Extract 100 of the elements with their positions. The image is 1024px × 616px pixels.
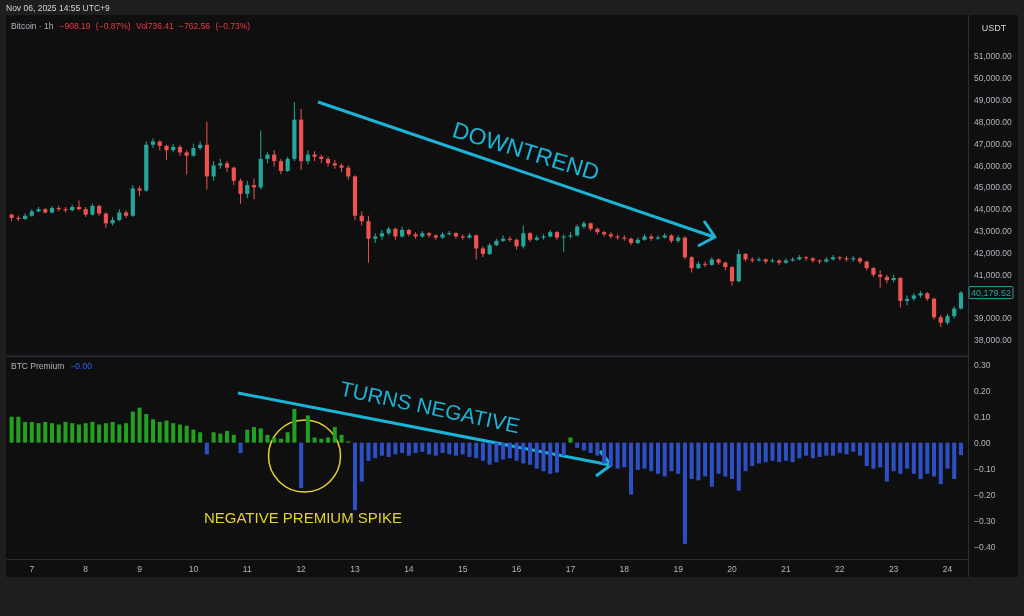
bar — [750, 442, 755, 467]
bar — [709, 442, 714, 487]
y-axis-title: USDT — [981, 23, 1007, 33]
y-tick-label: 0.30 — [974, 359, 991, 370]
x-tick-label: 21 — [781, 563, 791, 574]
bar — [373, 442, 378, 459]
bar — [790, 442, 795, 463]
bar — [285, 432, 290, 443]
bar — [184, 425, 189, 443]
bar — [629, 442, 634, 495]
bar — [581, 442, 586, 451]
candlestick — [817, 258, 822, 265]
bar — [225, 430, 230, 443]
bar — [379, 442, 384, 456]
y-tick-label: 50,000.00 — [974, 73, 1013, 84]
x-tick-label: 9 — [137, 563, 143, 574]
bar — [871, 442, 876, 469]
annotation: NEGATIVE PREMIUM SPIKE — [203, 508, 403, 526]
candlestick — [231, 166, 236, 186]
text: BTC Premium — [11, 361, 65, 371]
bar — [669, 442, 674, 472]
bar — [831, 442, 836, 456]
bar — [682, 442, 687, 544]
candlestick — [123, 209, 129, 219]
bar — [265, 434, 270, 443]
bar — [164, 420, 169, 443]
bar — [534, 442, 539, 469]
y-tick-label: 0.20 — [974, 385, 991, 396]
bar — [312, 437, 317, 443]
bar — [43, 421, 48, 443]
text: Bitcoin · 1h — [11, 21, 54, 31]
bar — [783, 442, 788, 461]
bar — [514, 442, 519, 461]
bar — [797, 442, 802, 459]
bar — [278, 438, 283, 443]
bar — [460, 442, 465, 455]
bar — [817, 442, 822, 457]
bar — [676, 442, 681, 474]
x-tick-label: 22 — [835, 563, 845, 574]
y-tick-label: 48,000.00 — [974, 116, 1013, 127]
bar — [730, 442, 735, 480]
x-tick-label: 12 — [296, 563, 307, 574]
y-tick-label: 51,000.00 — [974, 51, 1013, 62]
bar — [204, 442, 209, 455]
annotation: TURNS NEGATIVE — [338, 376, 522, 438]
bar — [696, 442, 701, 481]
x-tick-label: 16 — [511, 563, 522, 574]
bar — [844, 442, 849, 455]
bar — [332, 427, 337, 443]
bar — [952, 442, 957, 480]
x-tick-label: 23 — [888, 563, 899, 574]
bar — [857, 442, 862, 456]
x-tick-label: 13 — [350, 563, 360, 574]
bar — [16, 416, 21, 443]
candlestick — [756, 256, 762, 263]
bar — [177, 424, 182, 443]
bar — [575, 442, 580, 448]
bar — [191, 429, 196, 443]
bar — [561, 442, 566, 456]
bar — [608, 442, 613, 467]
bar — [703, 442, 708, 477]
bar — [918, 442, 923, 480]
candlestick — [958, 290, 964, 311]
bar — [400, 442, 405, 454]
bar — [36, 423, 41, 443]
bar — [440, 442, 445, 454]
bar — [258, 428, 263, 443]
candlestick — [561, 233, 566, 253]
x-tick-label: 8 — [83, 563, 89, 574]
candlestick — [366, 215, 371, 264]
y-tick-label: 49,000.00 — [974, 94, 1013, 105]
bar — [251, 427, 257, 443]
y-tick-label: −0.10 — [974, 463, 996, 474]
y-tick-label: 0.10 — [974, 411, 991, 422]
candlestick — [682, 235, 687, 260]
bar — [487, 442, 492, 465]
y-tick-label: −0.30 — [974, 515, 996, 526]
bar — [662, 442, 667, 477]
bar — [366, 442, 371, 461]
bar — [770, 442, 775, 461]
bar — [602, 442, 607, 464]
bar — [777, 442, 782, 463]
y-tick-label: 39,000.00 — [974, 313, 1013, 324]
bar — [851, 442, 856, 452]
bar — [655, 442, 660, 474]
text: −0.00 — [70, 361, 93, 371]
y-tick-label: 38,000.00 — [974, 335, 1013, 346]
bar — [494, 442, 499, 463]
y-tick-label: 43,000.00 — [974, 226, 1013, 237]
bar — [393, 442, 398, 455]
bar — [911, 442, 916, 474]
bar — [319, 438, 324, 443]
bar — [299, 442, 304, 489]
bar — [588, 442, 593, 454]
bar — [810, 442, 815, 459]
candlestick — [224, 160, 230, 173]
x-tick-label: 10 — [188, 563, 199, 574]
y-tick-label: 42,000.00 — [974, 247, 1013, 258]
bar — [932, 442, 937, 477]
bar — [878, 442, 883, 468]
